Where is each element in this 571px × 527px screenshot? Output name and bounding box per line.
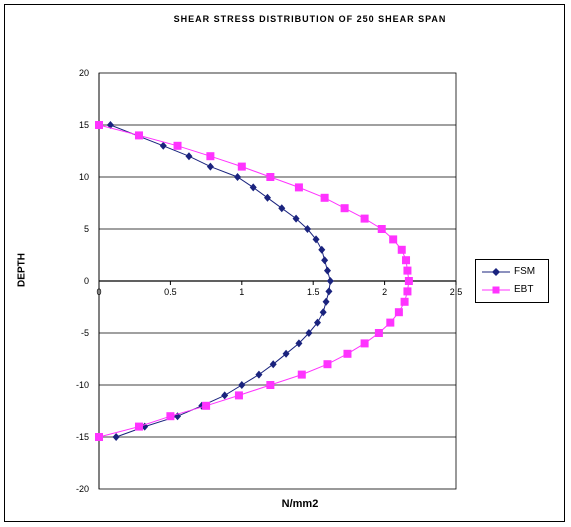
data-point-ebt-4 [237,162,246,171]
data-point-fsm-1 [159,141,167,150]
series-ebt [95,121,413,441]
data-point-fsm-10 [312,235,320,244]
data-point-fsm-9 [303,225,311,233]
legend-label-ebt: EBT [514,284,534,295]
data-point-ebt-23 [323,360,332,369]
data-point-ebt-2 [173,141,182,150]
data-point-fsm-5 [249,183,257,192]
data-point-fsm-4 [234,173,242,181]
x-tick-label-3: 1.5 [307,287,320,297]
data-point-fsm-13 [323,266,331,275]
data-point-fsm-15 [325,287,333,296]
data-point-ebt-18 [394,308,403,317]
data-point-ebt-14 [403,266,412,275]
data-point-fsm-3 [206,162,214,171]
data-point-ebt-26 [234,391,243,400]
data-point-fsm-21 [282,349,290,358]
legend-swatch-fsm [482,268,510,276]
legend-label-fsm: FSM [514,266,536,277]
y-axis-label: DEPTH [16,253,28,287]
y-tick-label-4: 0 [84,276,89,286]
data-point-ebt-8 [340,204,349,213]
data-point-ebt-19 [386,318,395,327]
y-tick-label-8: -20 [76,484,89,494]
data-point-ebt-12 [397,245,406,254]
data-point-ebt-13 [402,256,411,265]
chart-title: SHEAR STRESS DISTRIBUTION OF 250 SHEAR S… [173,14,447,24]
data-point-ebt-21 [360,339,369,348]
legend-item-ebt: EBT [480,283,546,297]
y-tick-label-2: 10 [79,172,89,182]
data-point-ebt-10 [377,225,386,233]
series-fsm [106,121,334,441]
data-point-fsm-2 [185,152,193,161]
data-point-ebt-3 [206,152,215,161]
data-point-fsm-6 [264,193,272,202]
y-tick-label-6: -10 [76,380,89,390]
data-point-ebt-9 [360,214,369,223]
x-tick-label-2: 1 [239,287,244,297]
data-point-fsm-22 [269,360,277,369]
data-point-fsm-24 [238,381,246,389]
x-tick-label-4: 2 [382,287,387,297]
y-tick-label-0: 20 [79,68,89,78]
legend-swatch-ebt [482,286,510,294]
data-point-ebt-25 [266,381,275,389]
data-point-ebt-17 [400,297,409,306]
x-tick-label-5: 2.5 [450,287,463,297]
series-line-fsm [110,124,331,438]
data-point-fsm-25 [221,391,229,400]
data-point-ebt-11 [389,235,398,244]
x-tick-label-0: 0 [96,287,101,297]
data-point-fsm-23 [255,370,263,379]
data-point-ebt-15 [404,277,413,285]
data-point-ebt-5 [266,173,275,181]
data-point-fsm-29 [112,433,120,441]
y-tick-label-3: 5 [84,224,89,234]
data-point-fsm-7 [278,204,286,213]
data-point-fsm-20 [295,339,303,348]
y-tick-label-5: -5 [81,328,89,338]
data-point-fsm-16 [322,297,330,306]
axes [98,72,457,490]
data-point-fsm-14 [326,277,334,285]
data-point-ebt-6 [294,183,303,192]
data-point-fsm-11 [318,245,326,254]
series-layer [95,121,413,441]
y-tick-label-1: 15 [79,120,89,130]
data-point-fsm-17 [319,308,327,317]
legend: FSM EBT [475,259,549,303]
data-point-ebt-1 [134,131,143,140]
x-axis-label: N/mm2 [281,498,319,510]
data-point-ebt-16 [403,287,412,296]
legend-item-fsm: FSM [480,265,546,279]
data-point-ebt-30 [95,433,103,441]
data-point-ebt-28 [166,412,175,421]
data-point-ebt-0 [95,121,103,129]
data-point-ebt-24 [297,370,306,379]
data-point-fsm-12 [321,256,329,265]
data-point-fsm-19 [305,329,313,337]
data-point-fsm-8 [292,214,300,223]
data-point-fsm-18 [313,318,321,327]
data-point-ebt-20 [374,329,383,337]
data-point-ebt-29 [134,422,143,431]
data-point-ebt-7 [320,193,329,202]
x-tick-label-1: 0.5 [164,287,177,297]
y-tick-label-7: -15 [76,432,89,442]
data-point-ebt-27 [202,401,211,410]
tick-labels: 20 15 10 5 0 -5 -10 -15 -20 0 0.5 1 1.5 2 2.5 [76,68,462,494]
data-point-ebt-22 [343,349,352,358]
